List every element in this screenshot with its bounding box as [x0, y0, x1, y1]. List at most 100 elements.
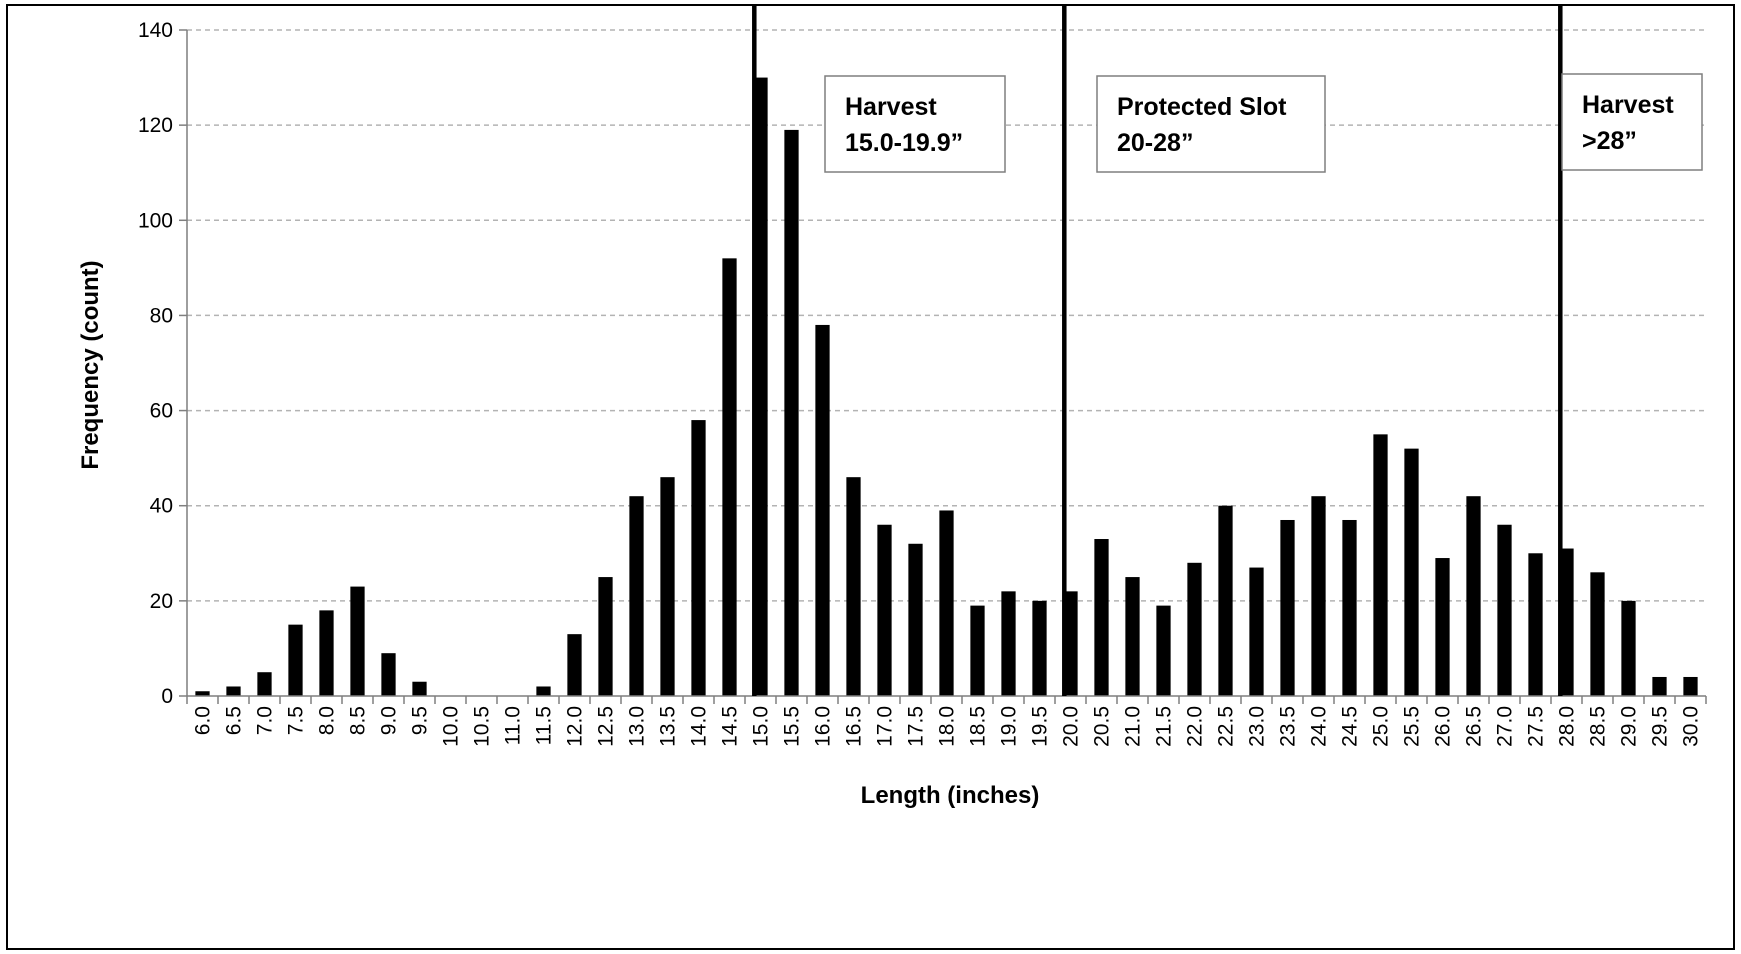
- x-tick-label: 25.5: [1401, 706, 1424, 747]
- y-tick-label: 20: [150, 590, 173, 613]
- x-tick-label: 12.5: [595, 706, 618, 747]
- y-tick-label: 0: [161, 685, 173, 708]
- x-tick-label: 29.5: [1649, 706, 1672, 747]
- bar: [1435, 558, 1450, 696]
- bar: [1125, 577, 1140, 696]
- x-tick-label: 7.0: [254, 706, 277, 735]
- bar: [1528, 553, 1543, 696]
- bar: [970, 605, 985, 696]
- bar: [195, 691, 210, 696]
- x-tick-label: 14.0: [688, 706, 711, 747]
- annotation-border: [1561, 73, 1703, 171]
- annotation-border: [1096, 75, 1326, 173]
- annotation-text: 15.0-19.9”: [845, 129, 963, 157]
- annotation-text: >28”: [1582, 127, 1637, 155]
- y-tick-label: 120: [138, 114, 173, 137]
- bar: [1466, 496, 1481, 696]
- x-tick-label: 27.5: [1525, 706, 1548, 747]
- bar: [846, 477, 861, 696]
- x-tick-label: 7.5: [285, 706, 308, 735]
- x-tick-label: 17.0: [874, 706, 897, 747]
- bars: [195, 77, 1698, 697]
- bar: [226, 686, 241, 696]
- bar: [1280, 519, 1295, 696]
- bar: [1187, 562, 1202, 696]
- x-tick-label: 23.0: [1246, 706, 1269, 747]
- y-axis-title: Frequency (count): [77, 260, 104, 469]
- axes: 0 20 40 60 80 100 120 140 6.0 6.5 7.0 7.5 8.0 8.5 9.0 9…: [138, 19, 1707, 747]
- bar: [815, 324, 830, 696]
- x-tick-label: 20.5: [1091, 706, 1114, 747]
- bar: [1683, 676, 1698, 696]
- y-tick-label: 140: [138, 19, 173, 42]
- bar: [1218, 505, 1233, 696]
- bar: [350, 586, 365, 696]
- x-tick-label: 11.0: [502, 706, 525, 745]
- bar: [1621, 600, 1636, 696]
- x-tick-label: 21.5: [1153, 706, 1176, 747]
- bar: [1652, 676, 1667, 696]
- bar: [412, 681, 427, 696]
- bar: [381, 653, 396, 696]
- bar: [319, 610, 334, 696]
- x-tick-label: 14.5: [719, 706, 742, 747]
- annotation-border: [824, 75, 1006, 173]
- x-tick-label: 22.0: [1184, 706, 1207, 747]
- x-tick-label: 16.5: [843, 706, 866, 747]
- regulation-annotations: Harvest 15.0-19.9” Protected Slot 20-28” Har…: [824, 73, 1703, 173]
- y-tick-label: 40: [150, 495, 173, 518]
- bar: [939, 510, 954, 696]
- x-tick-label: 30.0: [1680, 706, 1703, 747]
- x-tick-label: 25.0: [1370, 706, 1393, 747]
- x-tick-label: 19.5: [1029, 706, 1052, 747]
- annotation-text: Harvest: [845, 93, 937, 121]
- x-tick-label: 8.0: [316, 706, 339, 735]
- x-tick-label: 26.5: [1463, 706, 1486, 747]
- bar: [629, 496, 644, 696]
- y-tick-label: 100: [138, 209, 173, 232]
- x-tick-label: 26.0: [1432, 706, 1455, 747]
- bar: [1497, 524, 1512, 696]
- x-tick-label: 22.5: [1215, 706, 1238, 747]
- x-tick-label: 9.0: [378, 706, 401, 735]
- bar: [877, 524, 892, 696]
- x-tick-label: 11.5: [533, 706, 556, 745]
- x-tick-label: 17.5: [905, 706, 928, 747]
- bar: [536, 686, 551, 696]
- x-tick-label: 18.0: [936, 706, 959, 747]
- bar: [1063, 591, 1078, 696]
- bar: [1156, 605, 1171, 696]
- bar: [908, 543, 923, 696]
- bar: [1559, 548, 1574, 696]
- annotation-text: 20-28”: [1117, 129, 1193, 157]
- x-tick-label: 9.5: [409, 706, 432, 735]
- x-tick-label: 28.5: [1587, 706, 1610, 747]
- x-tick-label: 15.5: [781, 706, 804, 747]
- annotation-box: Protected Slot 20-28”: [1096, 75, 1326, 173]
- regulation-boundary-lines: [752, 4, 1563, 696]
- x-tick-label: 12.0: [564, 706, 587, 747]
- x-tick-label: 20.0: [1060, 706, 1083, 747]
- x-tick-label: 28.0: [1556, 706, 1579, 747]
- x-tick-label: 24.0: [1308, 706, 1331, 747]
- x-tick-label: 29.0: [1618, 706, 1641, 747]
- x-tick-label: 21.0: [1122, 706, 1145, 747]
- x-tick-label: 15.0: [750, 706, 773, 747]
- bar: [1590, 572, 1605, 696]
- y-tick-label: 60: [150, 400, 173, 423]
- annotation-text: Protected Slot: [1117, 93, 1287, 121]
- bar: [598, 577, 613, 696]
- x-tick-label: 13.5: [657, 706, 680, 747]
- annotation-text: Harvest: [1582, 91, 1674, 119]
- bar: [753, 77, 768, 697]
- bar: [1249, 567, 1264, 696]
- x-tick-label: 19.0: [998, 706, 1021, 747]
- annotation-box: Harvest 15.0-19.9”: [824, 75, 1006, 173]
- bar: [784, 129, 799, 696]
- x-tick-label: 8.5: [347, 706, 370, 735]
- bar: [567, 634, 582, 696]
- annotation-box: Harvest >28”: [1561, 73, 1703, 171]
- x-tick-label: 24.5: [1339, 706, 1362, 747]
- bar: [722, 258, 737, 696]
